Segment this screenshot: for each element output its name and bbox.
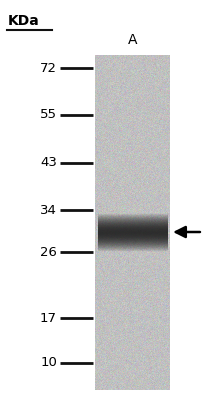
Text: 43: 43 [40,156,57,170]
Text: A: A [128,33,137,47]
Text: 34: 34 [40,204,57,216]
Bar [95,55,170,390]
Text: 17: 17 [40,312,57,324]
Text: KDa: KDa [8,14,40,28]
Text: 10: 10 [40,356,57,370]
Text: 55: 55 [40,108,57,122]
Text: 26: 26 [40,246,57,258]
Text: 72: 72 [40,62,57,74]
